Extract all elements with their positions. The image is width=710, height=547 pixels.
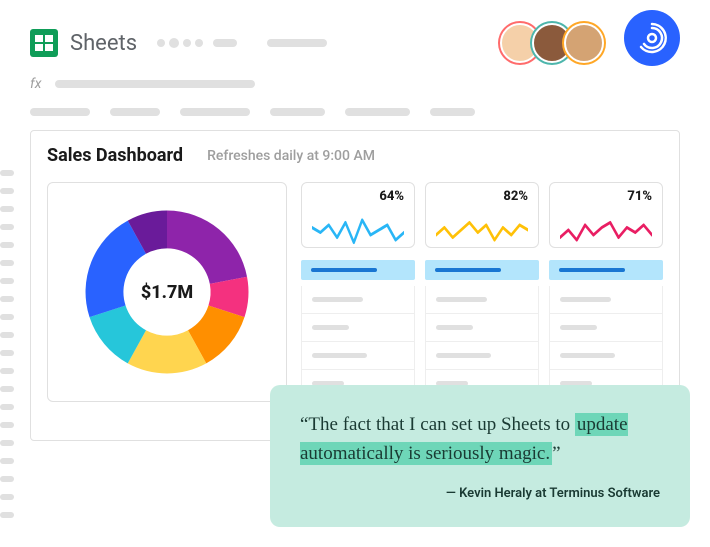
table-row bbox=[425, 286, 539, 314]
testimonial-attribution: — Kevin Heraly at Terminus Software bbox=[300, 486, 660, 501]
row-ruler-skeleton bbox=[0, 170, 14, 518]
testimonial-card: “The fact that I can set up Sheets to up… bbox=[270, 385, 690, 527]
testimonial-text: “The fact that I can set up Sheets to up… bbox=[300, 411, 660, 468]
sparkline-card: 71% bbox=[549, 182, 663, 248]
table-row bbox=[549, 342, 663, 370]
table-row bbox=[549, 286, 663, 314]
app-title: Sheets bbox=[70, 31, 137, 56]
table-row bbox=[301, 314, 415, 342]
table-row bbox=[301, 342, 415, 370]
table-row bbox=[425, 314, 539, 342]
sparkline-card: 82% bbox=[425, 182, 539, 248]
donut-chart-card: $1.7M bbox=[47, 182, 287, 402]
dashboard-subtitle: Refreshes daily at 9:00 AM bbox=[207, 148, 375, 164]
table-row bbox=[301, 286, 415, 314]
table-header bbox=[549, 260, 663, 280]
dashboard-title: Sales Dashboard bbox=[47, 145, 183, 166]
brand-logo-icon bbox=[636, 22, 668, 54]
formula-bar-label: fx bbox=[30, 76, 41, 92]
donut-slice bbox=[167, 211, 247, 284]
avatar[interactable] bbox=[564, 23, 604, 63]
table-header bbox=[301, 260, 415, 280]
sparkline-value: 82% bbox=[503, 189, 528, 204]
sparkline-value: 71% bbox=[627, 189, 652, 204]
toolbar-skeleton bbox=[157, 38, 237, 48]
sheets-app-icon bbox=[30, 29, 58, 57]
table-row bbox=[425, 342, 539, 370]
toolbar-skeleton-2 bbox=[267, 39, 327, 47]
sparkline-card: 64% bbox=[301, 182, 415, 248]
formula-bar-skeleton bbox=[55, 80, 255, 88]
sparkline-value: 64% bbox=[379, 189, 404, 204]
brand-badge bbox=[624, 10, 680, 66]
table-header bbox=[425, 260, 539, 280]
collaborator-avatars[interactable] bbox=[508, 23, 604, 63]
tabs-skeleton bbox=[0, 102, 710, 122]
donut-center-value: $1.7M bbox=[141, 282, 193, 303]
table-row bbox=[549, 314, 663, 342]
